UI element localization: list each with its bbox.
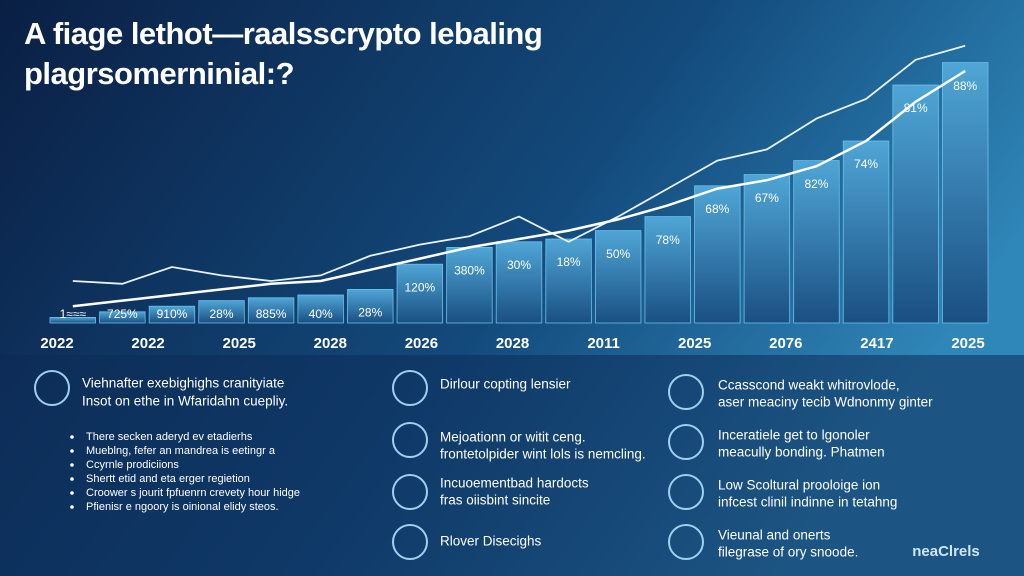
bar <box>495 241 543 324</box>
bar-label: 1≈≈≈ <box>60 307 87 321</box>
bar <box>297 294 344 324</box>
panel-item: Ccasscond weakt whitrovlode, <box>718 378 900 393</box>
bar-label: 74% <box>854 157 878 171</box>
x-label: 2025 <box>223 335 256 352</box>
panel-item: Incuoementbad hardocts <box>440 476 589 491</box>
bar-label: 50% <box>606 247 630 261</box>
bullet: Mueblng, fefer an mandrea is eetingr a <box>86 445 276 457</box>
bar-label: 18% <box>557 255 581 269</box>
bullet: Pfienisr e ngoory is oinional elidy steo… <box>86 501 279 513</box>
x-label: 2417 <box>860 335 893 352</box>
x-label: 2076 <box>769 335 802 352</box>
bar-label: 910% <box>157 307 188 321</box>
bar-label: 28% <box>210 307 234 321</box>
x-label: 2022 <box>40 335 73 352</box>
bar <box>892 84 939 324</box>
bullet-dot <box>70 463 74 467</box>
bullet-dot <box>70 477 74 481</box>
panel-item: aser meaciny tecib Wdnonmy ginter <box>718 395 933 410</box>
bar-label: 725% <box>107 307 138 321</box>
x-label: 2022 <box>131 335 164 352</box>
bar-label: 81% <box>904 101 928 115</box>
bar <box>842 140 890 324</box>
x-label: 2025 <box>678 335 711 352</box>
bullet-dot <box>70 449 74 453</box>
bar-label: 380% <box>454 264 485 278</box>
bar <box>99 311 146 324</box>
panel-item: Vieunal and onerts <box>718 528 831 543</box>
bullet: There secken aderyd ev etadierhs <box>86 431 253 443</box>
bar <box>793 160 840 324</box>
bar <box>49 316 96 324</box>
panel-item: fras oiisbint sincite <box>440 493 550 508</box>
icons <box>34 370 704 560</box>
trend-line <box>72 44 966 285</box>
bar <box>247 297 295 324</box>
bar <box>198 300 245 324</box>
bullet-dot <box>70 491 74 495</box>
trend-line <box>72 69 966 308</box>
bullet: Shertt etid and eta erger regietion <box>86 473 250 485</box>
bar-label: 120% <box>404 280 435 294</box>
bar-label: 40% <box>309 307 333 321</box>
bullet-dot <box>70 505 74 509</box>
bar-label: 885% <box>256 307 287 321</box>
panel-item: Inceratiele get to lgonoler <box>718 428 870 443</box>
panel-heading: Viehnafter exebighighs cranityiate <box>82 376 284 391</box>
x-label: 2025 <box>951 335 984 352</box>
x-label: 2026 <box>405 335 438 352</box>
x-label: 2028 <box>496 335 529 352</box>
bar <box>446 246 493 324</box>
bar-label: 78% <box>656 233 680 247</box>
panel-item: infcest clinil indinne in tetahng <box>718 495 897 510</box>
bar <box>148 305 196 324</box>
bar <box>594 230 642 324</box>
bar-label: 68% <box>705 202 729 216</box>
x-label: 2011 <box>587 335 620 352</box>
panel-heading: Insot on ethe in Wfaridahn cuepliy. <box>82 394 288 409</box>
bullet: Croower s jourit fpfuenrn crevety hour h… <box>86 487 300 499</box>
panel-item: Low Scoltural prooloige ion <box>718 478 880 493</box>
panel-item: Dirlour copting lensier <box>440 377 571 392</box>
bar <box>743 174 791 324</box>
panel-item: filegrase of ory snoode. <box>718 545 858 560</box>
bullet: Ccyrnle prodiciions <box>86 459 179 471</box>
title-line: A fiage lethot—raalsscrypto lebaling <box>24 16 542 51</box>
bar-label: 88% <box>953 79 977 93</box>
bar <box>942 62 989 324</box>
bar <box>396 263 444 324</box>
bar-label: 82% <box>804 177 828 191</box>
panel-item: Mejoationn or witit ceng. <box>440 430 586 445</box>
title-line: plagrsomerninial:? <box>24 56 294 91</box>
bar <box>545 238 592 324</box>
panel-item: Rlover Disecighs <box>440 534 542 549</box>
bar <box>347 288 394 324</box>
bar-label: 30% <box>507 258 531 272</box>
bullet-dot <box>70 435 74 439</box>
bar <box>644 216 691 324</box>
logo: neaClrels <box>912 543 980 560</box>
bar <box>694 185 741 324</box>
bar-label: 67% <box>755 191 779 205</box>
bottom-panel <box>0 355 1024 576</box>
x-label: 2028 <box>314 335 347 352</box>
panel-item: frontetolpider wint lols is nemcling. <box>440 447 646 462</box>
panel-item: meacully bonding. Phatmen <box>718 445 885 460</box>
bar-label: 28% <box>358 306 382 320</box>
